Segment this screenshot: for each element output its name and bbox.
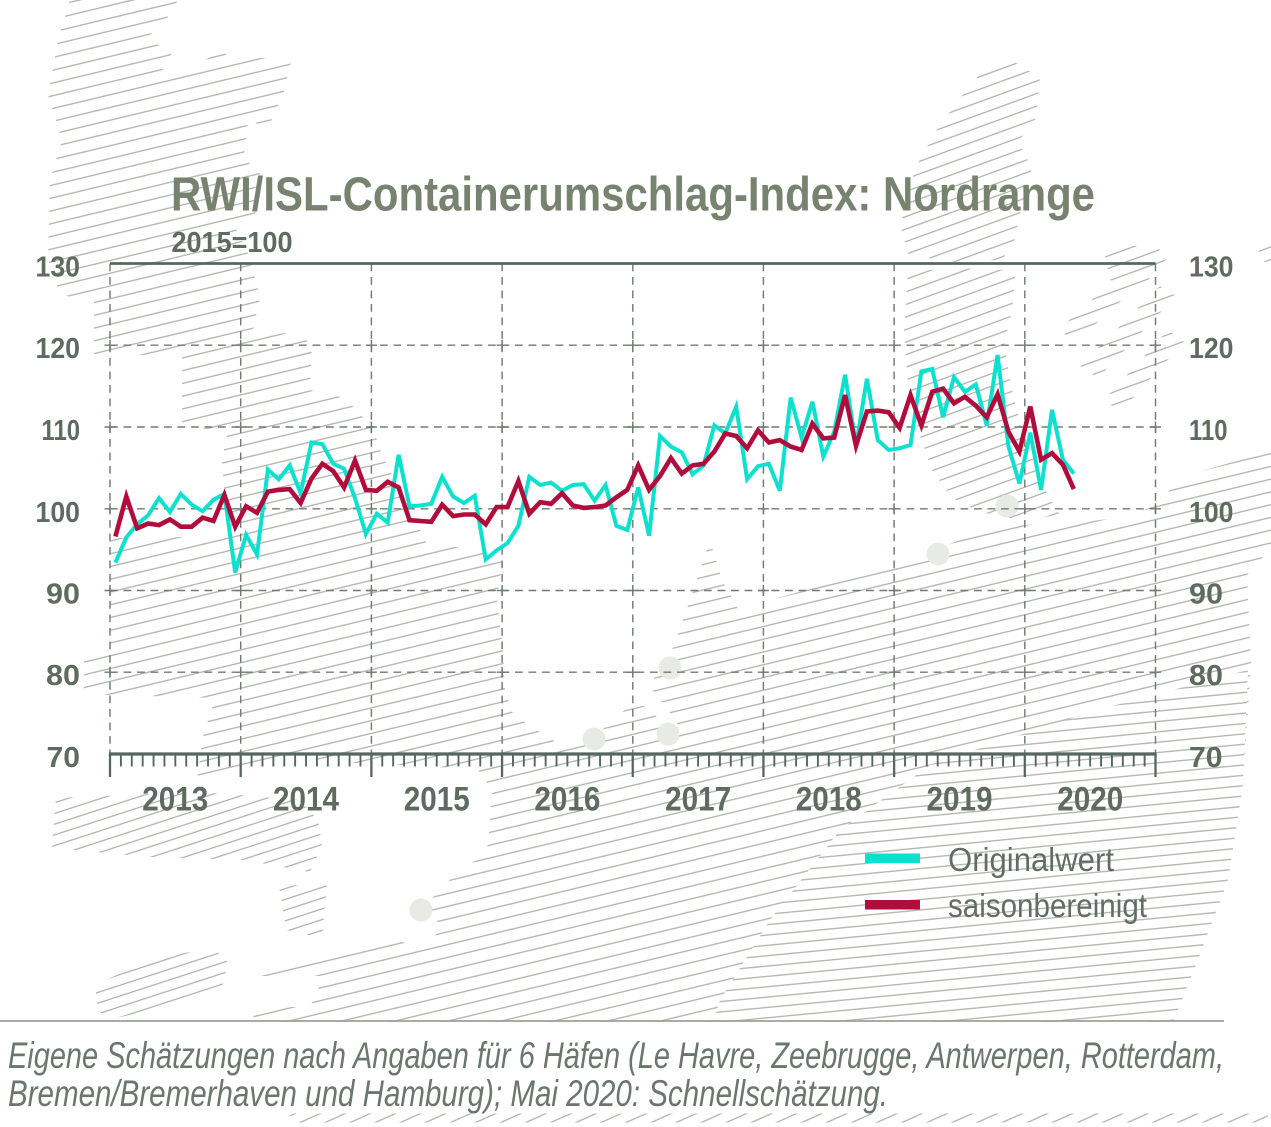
- svg-text:2016: 2016: [534, 781, 600, 819]
- svg-text:2015=100: 2015=100: [172, 227, 293, 259]
- svg-text:110: 110: [1189, 415, 1228, 447]
- svg-text:RWI/ISL-Containerumschlag-Inde: RWI/ISL-Containerumschlag-Index: Nordran…: [171, 168, 1095, 222]
- svg-text:2017: 2017: [665, 781, 731, 819]
- svg-text:2018: 2018: [796, 781, 862, 819]
- svg-text:80: 80: [46, 660, 80, 692]
- svg-text:90: 90: [1189, 579, 1223, 611]
- svg-text:saisonbereinigt: saisonbereinigt: [948, 887, 1147, 924]
- svg-text:120: 120: [1189, 333, 1234, 365]
- svg-text:Bremen/Bremerhaven und Hamburg: Bremen/Bremerhaven und Hamburg); Mai 202…: [8, 1073, 888, 1114]
- svg-text:2015: 2015: [404, 781, 470, 819]
- svg-text:80: 80: [1189, 660, 1223, 692]
- svg-text:130: 130: [1189, 252, 1234, 284]
- svg-text:70: 70: [1189, 742, 1223, 774]
- svg-text:Originalwert: Originalwert: [948, 841, 1114, 878]
- svg-text:120: 120: [36, 333, 81, 365]
- svg-text:2013: 2013: [142, 781, 208, 819]
- svg-text:100: 100: [1189, 497, 1234, 529]
- svg-text:130: 130: [36, 252, 81, 284]
- svg-text:110: 110: [42, 415, 81, 447]
- svg-text:2019: 2019: [927, 781, 993, 819]
- svg-text:2014: 2014: [273, 781, 339, 819]
- svg-text:70: 70: [47, 742, 81, 774]
- svg-text:100: 100: [36, 497, 81, 529]
- svg-text:2020: 2020: [1057, 781, 1123, 819]
- svg-text:90: 90: [46, 579, 80, 611]
- svg-text:Eigene Schätzungen nach Angabe: Eigene Schätzungen nach Angaben für 6 Hä…: [8, 1035, 1224, 1076]
